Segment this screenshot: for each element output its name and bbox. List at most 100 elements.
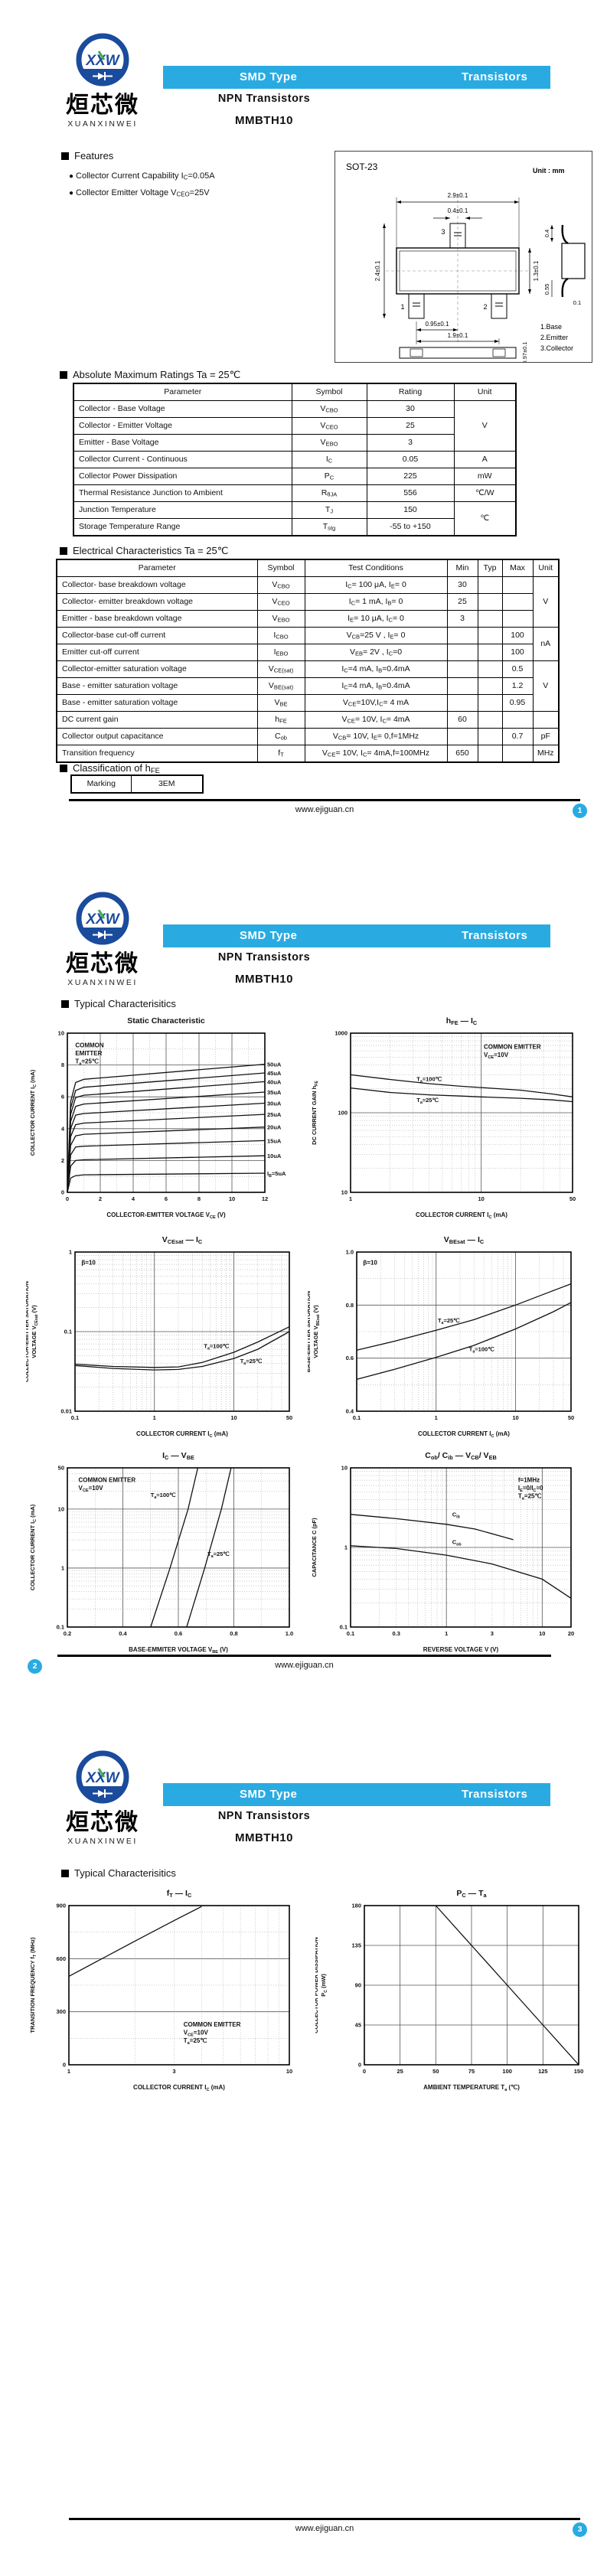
svg-text:0: 0 [363, 2068, 366, 2075]
unit-cell: ℃/W [453, 484, 517, 502]
svg-text:10: 10 [341, 1189, 348, 1196]
product-family: NPN Transistors [217, 1810, 311, 1822]
logo-mark-text: XXW [85, 911, 120, 928]
dim-overall-height: 2.4±0.1 [374, 260, 381, 281]
cell: IC [291, 451, 367, 468]
svg-text:10: 10 [478, 1195, 485, 1202]
cell: 0.5 [501, 660, 534, 678]
datasheet-page-3: XXW 烜芯微 XUANXINWEI SMD Type Transistors … [0, 1717, 607, 2576]
marking-label: Marking [70, 774, 132, 794]
svg-text:EMITTER: EMITTER [75, 1050, 102, 1057]
svg-text:50: 50 [568, 1414, 574, 1421]
chart-capacitance-vs-voltage: 0.1 0.3 1 3 10 20 0.1 1 10 Cob/ Cib — VCB/ VEB REV… [308, 1448, 583, 1656]
pin1-number: 1 [400, 303, 404, 311]
logo-mark-icon: XXW [76, 892, 129, 945]
svg-text:0.1: 0.1 [347, 1630, 354, 1637]
svg-text:0.01: 0.01 [60, 1408, 72, 1415]
table-row: Storage Temperature Range Tstg -55 to +150 [73, 518, 516, 536]
cell [477, 711, 503, 729]
cell: VCE=10V,IC= 4 mA [304, 694, 448, 712]
svg-text:10: 10 [58, 1505, 64, 1512]
hfe-classification-heading: Classification of hFE [60, 762, 160, 774]
footer-url: www.ejiguan.cn [295, 805, 354, 814]
svg-text:40uA: 40uA [267, 1078, 282, 1085]
cell [477, 694, 503, 712]
banner-transistors: Transistors [462, 929, 528, 942]
banner-smd-type: SMD Type [240, 70, 298, 83]
column-header: Unit [453, 383, 517, 401]
svg-text:VBEsat — IC: VBEsat — IC [444, 1235, 485, 1245]
chart-hfe-vs-ic: 1 10 50 10 100 1000 hFE — IC COLLECTOR CURRENT … [308, 1013, 583, 1221]
package-name: SOT-23 [346, 161, 378, 172]
svg-text:BASE-EMITTER SATURATION: BASE-EMITTER SATURATION [308, 1291, 312, 1372]
column-header: Symbol [291, 383, 367, 401]
cell: Collector output capacitance [56, 728, 258, 745]
cell: 60 [446, 711, 478, 729]
cell: 150 [366, 501, 455, 519]
cell: 0.95 [501, 694, 534, 712]
part-number: MMBTH10 [234, 973, 293, 986]
svg-text:COLLECTOR POWER DISSIPATION: COLLECTOR POWER DISSIPATION [315, 1937, 319, 2033]
cell: VCBO [256, 576, 305, 594]
table-row: Collector Current - Continuous IC 0.05 A [73, 451, 517, 468]
svg-text:DC CURRENT GAIN hFE: DC CURRENT GAIN hFE [311, 1081, 319, 1145]
svg-text:75: 75 [468, 2068, 475, 2075]
unit-cell [532, 711, 560, 729]
svg-text:Ta=25℃: Ta=25℃ [207, 1550, 230, 1559]
footer-divider [69, 799, 580, 801]
svg-text:Static Characteristic: Static Characteristic [127, 1016, 205, 1026]
svg-text:2: 2 [99, 1195, 102, 1202]
svg-text:Ta=100℃: Ta=100℃ [416, 1075, 442, 1084]
cell: VCEO [291, 417, 367, 435]
svg-text:10uA: 10uA [267, 1153, 282, 1159]
svg-text:0.4: 0.4 [346, 1408, 354, 1415]
features-list: Collector Current Capability IC=0.05A Col… [69, 171, 321, 204]
cell: TJ [291, 501, 367, 519]
cell: Collector-base cut-off current [56, 627, 258, 644]
cell: Collector- base breakdown voltage [56, 576, 258, 594]
svg-text:300: 300 [56, 2008, 66, 2015]
cell: 100 [501, 644, 534, 661]
svg-text:100: 100 [502, 2068, 512, 2075]
svg-text:Ta=25℃: Ta=25℃ [184, 2037, 207, 2046]
svg-text:IE=0/IC=0: IE=0/IC=0 [518, 1485, 543, 1493]
marking-table: Marking 3EM [70, 774, 204, 794]
absolute-maximum-ratings-table: Parameter Symbol Rating Unit Collector - Bas… [73, 383, 517, 536]
cell [446, 728, 478, 745]
svg-text:Ta=100℃: Ta=100℃ [151, 1492, 176, 1500]
column-header: Rating [366, 383, 455, 401]
footer-url: www.ejiguan.cn [295, 2524, 354, 2533]
cell: VCE(sat) [256, 660, 305, 678]
cell: Collector Power Dissipation [73, 468, 292, 485]
cell [477, 644, 503, 661]
svg-text:1: 1 [69, 1249, 72, 1256]
package-outline-box: SOT-23 Unit : mm 2.9±0.1 0.4±0.1 3 [335, 151, 592, 364]
cell: 650 [446, 745, 478, 763]
svg-text:0.1: 0.1 [340, 1624, 348, 1631]
cell: Collector Current - Continuous [73, 451, 292, 468]
table-row: Emitter - base breakdown voltage VEBO IE= … [56, 610, 559, 628]
svg-text:COMMON EMITTER: COMMON EMITTER [79, 1476, 136, 1483]
pin3-label: 3.Collector [540, 344, 573, 352]
svg-text:COMMON: COMMON [75, 1042, 104, 1048]
svg-text:10: 10 [229, 1195, 235, 1202]
svg-text:VCE=10V: VCE=10V [484, 1052, 509, 1060]
cell: VBE [256, 694, 305, 712]
cell: 25 [446, 593, 478, 611]
product-family: NPN Transistors [217, 951, 311, 964]
svg-text:IC — VBE: IC — VBE [162, 1451, 194, 1461]
chart-vbesat-vs-ic: 0.1 1 10 50 0.4 0.6 0.8 1.0 VBEsat — IC COLLECTOR… [305, 1232, 583, 1440]
svg-text:1: 1 [435, 1414, 438, 1421]
svg-text:3: 3 [491, 1630, 494, 1637]
company-logo: XXW 烜芯微 XUANXINWEI [60, 31, 145, 129]
svg-text:10: 10 [512, 1414, 518, 1421]
svg-text:1000: 1000 [335, 1030, 348, 1037]
logo-mark-icon: XXW [76, 33, 129, 86]
svg-text:50: 50 [569, 1195, 576, 1202]
svg-text:125: 125 [538, 2068, 548, 2075]
svg-text:8: 8 [61, 1061, 64, 1068]
svg-text:20: 20 [568, 1630, 574, 1637]
cell: Thermal Resistance Junction to Ambient [73, 484, 292, 502]
svg-text:REVERSE VOLTAGE V (V): REVERSE VOLTAGE V (V) [423, 1646, 499, 1653]
svg-text:45uA: 45uA [267, 1070, 282, 1077]
